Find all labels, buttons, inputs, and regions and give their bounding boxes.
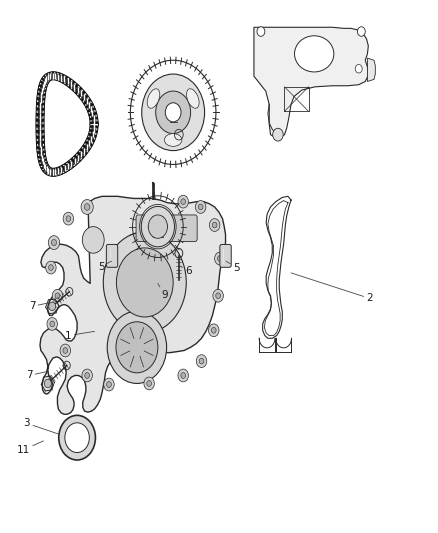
Circle shape <box>85 373 89 378</box>
Text: 11: 11 <box>17 441 43 455</box>
Circle shape <box>144 377 154 390</box>
Circle shape <box>63 212 74 225</box>
Text: 5: 5 <box>98 261 112 271</box>
Circle shape <box>355 64 362 73</box>
Circle shape <box>51 239 57 246</box>
Circle shape <box>55 293 60 298</box>
FancyBboxPatch shape <box>136 215 197 241</box>
Ellipse shape <box>294 36 334 72</box>
Circle shape <box>50 321 55 327</box>
Circle shape <box>46 261 56 274</box>
Circle shape <box>107 311 166 383</box>
Text: 7: 7 <box>26 370 46 381</box>
Text: 7: 7 <box>29 301 49 311</box>
Circle shape <box>85 204 90 211</box>
Circle shape <box>63 348 67 353</box>
Circle shape <box>165 103 181 122</box>
Text: 2: 2 <box>291 273 373 303</box>
Circle shape <box>82 227 104 253</box>
Circle shape <box>178 195 188 208</box>
Circle shape <box>103 232 186 333</box>
Circle shape <box>213 289 223 302</box>
FancyBboxPatch shape <box>220 245 231 267</box>
Circle shape <box>66 216 71 222</box>
Circle shape <box>195 200 206 213</box>
Circle shape <box>47 318 57 330</box>
Ellipse shape <box>147 89 160 108</box>
Circle shape <box>65 423 89 453</box>
Circle shape <box>52 289 63 302</box>
Circle shape <box>198 204 203 210</box>
Circle shape <box>59 415 95 460</box>
Circle shape <box>60 344 71 357</box>
Circle shape <box>181 373 186 378</box>
Ellipse shape <box>187 89 199 108</box>
Circle shape <box>196 355 207 368</box>
Circle shape <box>116 322 158 373</box>
Circle shape <box>212 327 216 333</box>
Text: 9: 9 <box>158 284 168 300</box>
Circle shape <box>117 248 173 317</box>
Circle shape <box>141 206 174 247</box>
Circle shape <box>81 199 93 214</box>
Circle shape <box>181 199 186 205</box>
Circle shape <box>104 378 114 391</box>
Circle shape <box>212 222 217 228</box>
Circle shape <box>49 265 53 270</box>
Circle shape <box>257 27 265 36</box>
Circle shape <box>209 219 220 231</box>
Polygon shape <box>254 27 368 139</box>
Circle shape <box>216 293 220 298</box>
Circle shape <box>147 381 152 386</box>
Circle shape <box>155 91 191 134</box>
Polygon shape <box>367 58 375 82</box>
Polygon shape <box>40 196 226 414</box>
Circle shape <box>199 358 204 364</box>
Circle shape <box>142 74 205 151</box>
Circle shape <box>218 256 222 261</box>
Circle shape <box>148 215 167 238</box>
Circle shape <box>48 236 60 249</box>
Text: 3: 3 <box>24 418 58 434</box>
Circle shape <box>44 379 51 387</box>
Circle shape <box>208 324 219 337</box>
Circle shape <box>106 382 111 387</box>
Text: 5: 5 <box>226 261 240 272</box>
Text: 6: 6 <box>179 265 192 276</box>
FancyBboxPatch shape <box>106 245 118 267</box>
Circle shape <box>357 27 365 36</box>
Circle shape <box>215 252 225 265</box>
Circle shape <box>273 128 283 141</box>
Circle shape <box>49 302 56 311</box>
Circle shape <box>82 369 92 382</box>
Text: 1: 1 <box>65 330 95 341</box>
Circle shape <box>178 369 188 382</box>
Ellipse shape <box>164 134 182 147</box>
